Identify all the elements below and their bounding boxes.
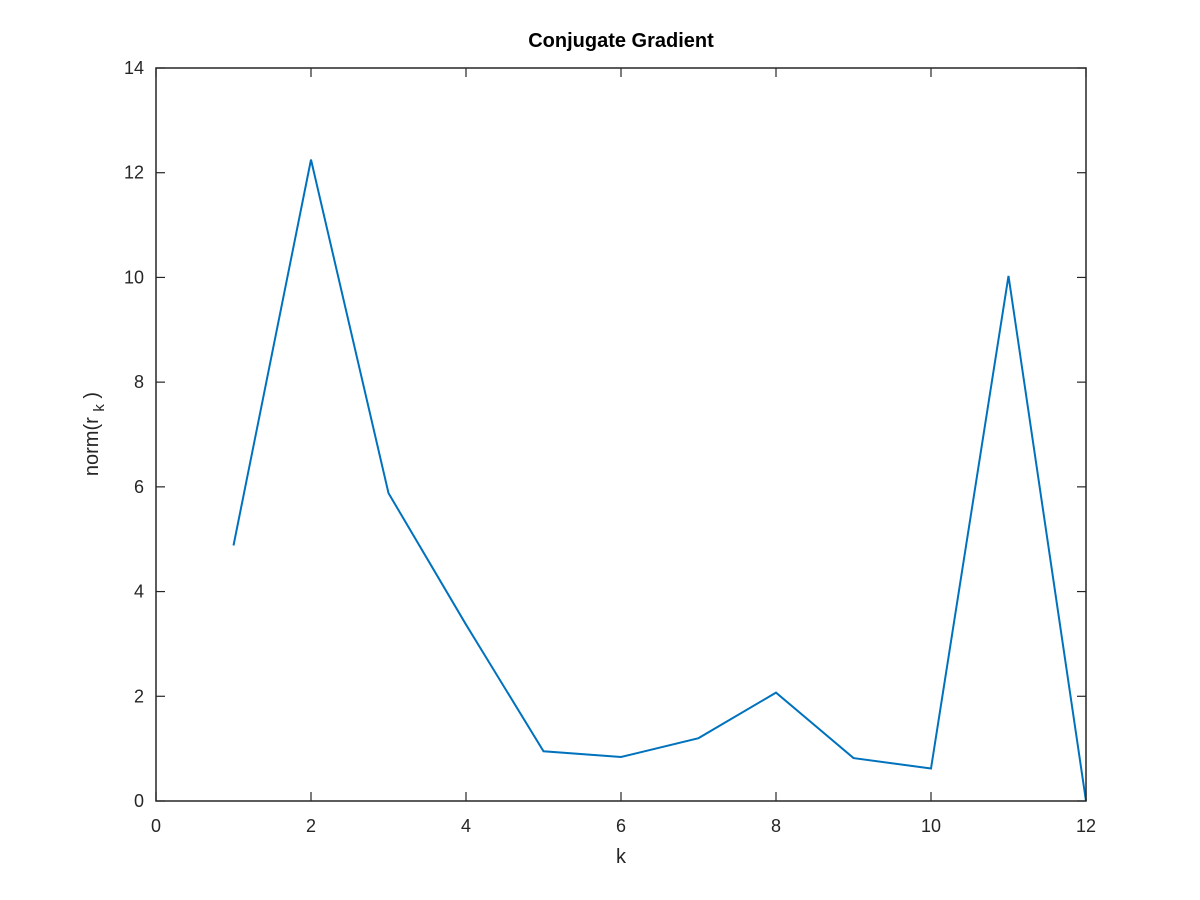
x-tick-labels: 0 2 4 6 8 10 12 xyxy=(151,816,1096,836)
x-tick-label-5: 10 xyxy=(921,816,941,836)
series-line xyxy=(232,159,1087,802)
svg-text:norm(r k ): norm(r k ) xyxy=(81,392,109,476)
chart-title: Conjugate Gradient xyxy=(528,30,714,52)
x-tick-label-6: 12 xyxy=(1076,816,1096,836)
y-tick-label-4: 8 xyxy=(134,372,144,392)
x-tick-label-4: 8 xyxy=(771,816,781,836)
y-tick-label-5: 10 xyxy=(124,267,144,287)
x-tick-label-0: 0 xyxy=(151,816,161,836)
y-tick-label-2: 4 xyxy=(134,582,144,602)
x-tick-label-2: 4 xyxy=(461,816,471,836)
x-tick-label-3: 6 xyxy=(616,816,626,836)
y-axis-label-close: ) xyxy=(81,392,103,399)
x-tick-label-1: 2 xyxy=(306,816,316,836)
y-tick-label-3: 6 xyxy=(134,477,144,497)
y-axis-label: norm(r k ) xyxy=(81,392,109,476)
y-axis-label-subscript: k xyxy=(91,404,108,412)
y-tick-label-1: 2 xyxy=(134,686,144,706)
y-tick-labels: 0 2 4 6 8 10 12 14 xyxy=(124,58,144,811)
plot-background xyxy=(156,68,1086,801)
y-axis-label-main: norm(r xyxy=(81,417,103,476)
y-tick-label-7: 14 xyxy=(124,58,144,78)
x-axis-label: k xyxy=(616,846,627,868)
plot-frame xyxy=(155,67,1087,802)
y-tick-label-0: 0 xyxy=(134,791,144,811)
y-tick-label-6: 12 xyxy=(124,163,144,183)
